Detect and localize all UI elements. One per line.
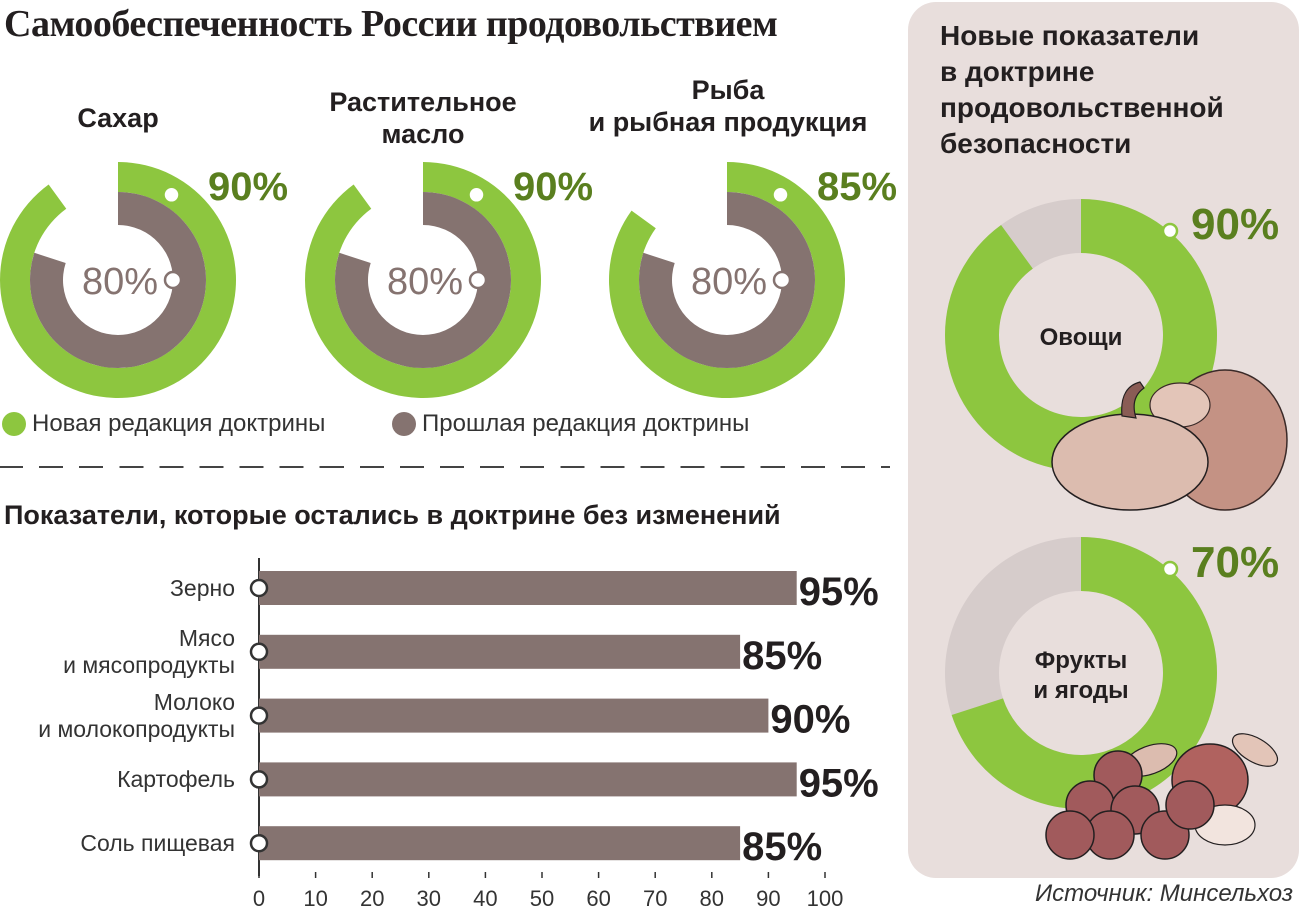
donut-center-label: Фрукты xyxy=(1035,647,1127,674)
bar-marker xyxy=(249,642,269,662)
donut-center-label: Овощи xyxy=(1040,324,1123,351)
x-tick-label: 10 xyxy=(303,886,327,910)
category-label: Соль пищевая xyxy=(0,830,235,857)
donut-title-oil: Растительное масло xyxy=(273,86,573,150)
apple-berries-illustration xyxy=(1045,733,1279,860)
page-title: Самообеспеченность России продовольствие… xyxy=(4,3,778,45)
bar-marker xyxy=(249,706,269,725)
legend-swatch-old xyxy=(392,412,416,436)
legend-label: Новая редакция доктрины xyxy=(32,410,326,437)
donut-title-fish: Рыба и рыбная продукция xyxy=(578,74,878,138)
leaf-icon xyxy=(1231,733,1279,767)
donut-arc-old xyxy=(29,192,207,368)
new-value-label: 90% xyxy=(208,165,288,209)
value-label: 90% xyxy=(1191,200,1279,249)
x-tick-label: 40 xyxy=(473,886,497,910)
old-value-marker xyxy=(163,270,183,290)
old-value-label: 80% xyxy=(82,261,158,303)
category-label: Картофель xyxy=(0,766,235,793)
pumpkin-icon xyxy=(1051,413,1209,511)
legend-swatch-new xyxy=(2,412,26,436)
berry-icon xyxy=(1045,810,1095,860)
panel-title: Новые показатели в доктрине продовольств… xyxy=(940,18,1224,162)
donut-title-sugar: Сахар xyxy=(77,103,159,133)
panel-title-line: безопасности xyxy=(940,128,1132,159)
panel-title-line: продовольственной xyxy=(940,92,1224,123)
x-tick-label: 20 xyxy=(360,886,384,910)
bar-marker xyxy=(249,578,269,598)
value-marker xyxy=(1161,222,1179,240)
bar-marker xyxy=(249,833,269,853)
bar xyxy=(259,762,797,797)
title-line: и рыбная продукция xyxy=(588,107,868,137)
donut-center-label: и ягоды xyxy=(1033,677,1128,704)
new-value-marker xyxy=(771,185,790,205)
new-value-marker xyxy=(162,185,181,205)
category-label-line: Зерно xyxy=(170,574,235,601)
bar-chart-title: Показатели, которые остались в доктрине … xyxy=(4,500,781,530)
category-label-line: Картофель xyxy=(117,765,235,792)
legend-label: Прошлая редакция доктрины xyxy=(422,410,750,437)
title-line: Растительное xyxy=(329,87,517,117)
source-note: Источник: Минсельхоз xyxy=(1034,880,1293,907)
bar-marker xyxy=(249,770,269,789)
section-divider xyxy=(0,466,890,468)
panel-title-line: в доктрине xyxy=(940,56,1095,87)
legend-item-new: Новая редакция доктрины xyxy=(2,410,325,438)
x-tick-label: 90 xyxy=(756,886,780,910)
legend-item-old: Прошлая редакция доктрины xyxy=(392,410,749,438)
category-label-line: Молоко xyxy=(153,688,235,715)
old-value-marker xyxy=(772,270,792,290)
bar-value-label: 95% xyxy=(799,570,879,614)
bar xyxy=(259,826,741,861)
bar-value-label: 90% xyxy=(770,698,850,742)
bar-value-label: 95% xyxy=(799,761,879,805)
x-tick-label: 70 xyxy=(643,886,667,910)
x-tick-label: 100 xyxy=(807,886,844,910)
category-label-line: и молокопродукты xyxy=(38,715,235,742)
title-line: Рыба xyxy=(691,75,765,105)
bar-value-label: 85% xyxy=(742,825,822,869)
panel-title-line: Новые показатели xyxy=(940,20,1200,51)
category-label-line: Мясо xyxy=(178,624,235,651)
old-value-label: 80% xyxy=(387,261,463,303)
bar xyxy=(259,571,797,605)
donut-arc-value xyxy=(945,199,1218,471)
x-tick-label: 30 xyxy=(417,886,441,910)
x-tick-label: 50 xyxy=(530,886,554,910)
new-value-label: 85% xyxy=(817,165,897,209)
donut-arc-old xyxy=(638,192,815,369)
bar-value-label: 85% xyxy=(742,634,822,678)
value-marker xyxy=(1161,560,1179,578)
category-label: Молоко и молокопродукты xyxy=(0,689,235,743)
old-value-label: 80% xyxy=(691,261,767,303)
category-label-line: и мясопродукты xyxy=(63,651,235,678)
bar xyxy=(259,698,769,733)
x-tick-label: 0 xyxy=(253,886,265,910)
bar xyxy=(259,634,741,669)
x-tick-label: 60 xyxy=(586,886,610,910)
new-value-marker xyxy=(467,185,486,205)
x-tick-label: 80 xyxy=(700,886,724,910)
category-label: Мясо и мясопродукты xyxy=(0,625,235,679)
title-line: масло xyxy=(381,119,465,149)
donut-arc-old xyxy=(335,192,512,368)
value-label: 70% xyxy=(1191,538,1279,587)
pumpkin-lettuce-illustration xyxy=(1051,369,1288,511)
old-value-marker xyxy=(468,270,488,290)
category-label: Зерно xyxy=(0,575,235,602)
donut-arc-value xyxy=(951,537,1217,809)
category-label-line: Соль пищевая xyxy=(80,829,235,856)
berry-icon xyxy=(1165,780,1215,830)
pumpkin-stem xyxy=(1121,381,1145,419)
new-value-label: 90% xyxy=(513,165,593,209)
